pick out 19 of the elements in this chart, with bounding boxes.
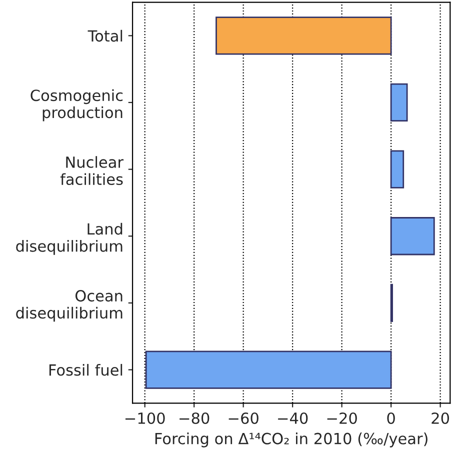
bar xyxy=(390,83,408,122)
x-tick-label: 0 xyxy=(387,412,395,424)
x-tick-label: −80 xyxy=(180,412,210,424)
x-tick-label: −40 xyxy=(278,412,308,424)
x-axis-title: Forcing on Δ¹⁴CO₂ in 2010 (‰/year) xyxy=(155,432,428,448)
y-tick-label: Cosmogenic production xyxy=(30,89,123,122)
bar xyxy=(216,16,392,55)
x-tick-label: 20 xyxy=(432,412,449,424)
x-tick-label: −20 xyxy=(327,412,357,424)
y-tick-label: Total xyxy=(88,30,122,42)
y-tick-label: Land disequilibrium xyxy=(16,222,122,255)
y-tick-label: Ocean disequilibrium xyxy=(16,290,122,322)
bar xyxy=(390,217,435,256)
y-tick-label: Fossil fuel xyxy=(49,364,122,376)
x-tick-label: −100 xyxy=(125,412,165,424)
bar xyxy=(145,350,392,389)
x-tick-label: −60 xyxy=(228,412,258,424)
bar xyxy=(390,150,404,188)
y-tick-label: Nuclear facilities xyxy=(60,156,124,186)
